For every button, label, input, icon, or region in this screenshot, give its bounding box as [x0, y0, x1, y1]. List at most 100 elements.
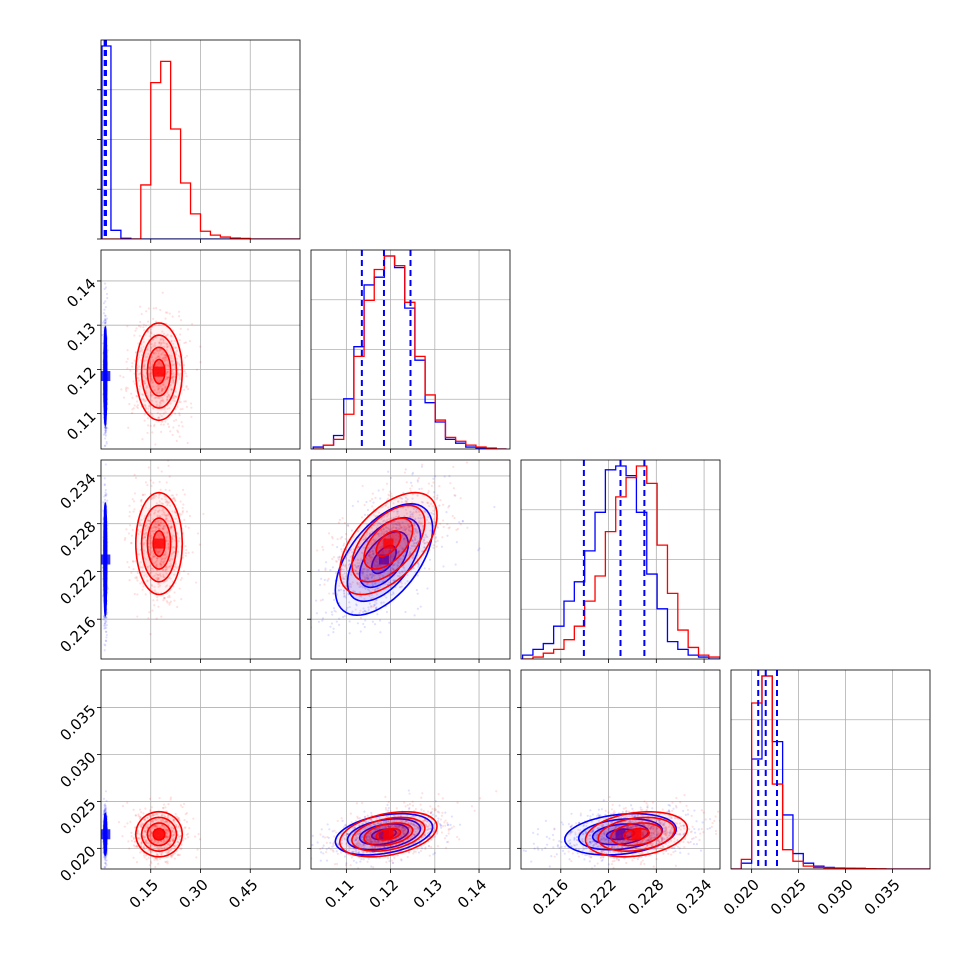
- scatter-point: [341, 577, 344, 581]
- scatter-point: [132, 808, 135, 811]
- scatter-point: [355, 604, 358, 607]
- density-core-0: [378, 554, 389, 565]
- scatter-point: [139, 523, 142, 527]
- scatter-point: [369, 532, 372, 535]
- panel-frame: [520, 459, 721, 660]
- scatter-point: [411, 512, 414, 515]
- scatter-point: [148, 405, 151, 408]
- tick-label-y: 0.216: [56, 613, 99, 656]
- scatter-point: [173, 395, 176, 398]
- scatter-point: [411, 473, 414, 476]
- scatter-point: [126, 822, 129, 825]
- scatter-point: [321, 545, 324, 549]
- scatter-point: [381, 552, 384, 555]
- density-core-0: [101, 554, 111, 565]
- scatter-point: [188, 514, 192, 518]
- scatter-point: [149, 513, 152, 516]
- scatter-point: [161, 396, 164, 400]
- scatter-point: [342, 595, 345, 598]
- scatter-point: [149, 587, 152, 590]
- scatter-point: [339, 537, 342, 540]
- scatter-point: [400, 558, 404, 561]
- scatter-point: [375, 557, 378, 561]
- scatter-point: [378, 552, 381, 555]
- scatter-point: [373, 542, 376, 545]
- scatter-point: [146, 424, 150, 427]
- scatter-point: [420, 465, 424, 468]
- scatter-point: [419, 530, 422, 533]
- scatter-point: [144, 573, 147, 576]
- scatter-point: [376, 514, 379, 517]
- scatter-point: [321, 619, 324, 622]
- scatter-point: [349, 548, 352, 551]
- scatter-point: [344, 564, 347, 567]
- scatter-point: [360, 569, 364, 572]
- scatter-point: [169, 526, 172, 529]
- scatter-point: [396, 510, 400, 513]
- scatter-point: [366, 546, 370, 549]
- scatter-point: [139, 524, 142, 527]
- scatter-point: [343, 577, 346, 581]
- scatter-point: [426, 535, 429, 539]
- scatter-point: [165, 377, 168, 381]
- scatter-point: [384, 582, 387, 586]
- scatter-point: [388, 528, 391, 532]
- scatter-point: [131, 560, 135, 563]
- scatter-point: [179, 804, 183, 807]
- scatter-point: [404, 582, 407, 585]
- scatter-point: [154, 528, 158, 531]
- scatter-point: [183, 370, 186, 373]
- scatter-point: [143, 525, 147, 528]
- scatter-point: [363, 609, 367, 613]
- scatter-point: [103, 308, 106, 311]
- scatter-point: [413, 614, 416, 617]
- scatter-point: [420, 487, 423, 490]
- scatter-point: [179, 368, 182, 371]
- scatter-point: [382, 552, 385, 555]
- scatter-point: [165, 517, 168, 520]
- scatter-point: [415, 511, 418, 514]
- scatter-point: [150, 526, 153, 529]
- scatter-point: [150, 551, 153, 554]
- scatter-point: [341, 615, 345, 619]
- scatter-point: [143, 515, 147, 518]
- scatter-point: [171, 368, 175, 371]
- scatter-point: [103, 858, 107, 861]
- scatter-point: [157, 523, 160, 526]
- scatter-point: [104, 809, 107, 812]
- scatter-point: [159, 356, 162, 360]
- scatter-point: [140, 393, 144, 396]
- scatter-point: [132, 844, 135, 847]
- scatter-point: [183, 518, 186, 522]
- scatter-point: [158, 323, 161, 326]
- scatter-point: [178, 333, 182, 336]
- scatter-point: [102, 302, 106, 305]
- scatter-point: [104, 427, 108, 430]
- scatter-point: [155, 563, 158, 566]
- scatter-point: [434, 536, 438, 539]
- scatter-point: [140, 346, 143, 349]
- scatter-point: [354, 569, 357, 572]
- scatter-point: [166, 364, 169, 367]
- scatter-point: [166, 422, 170, 426]
- scatter-point: [396, 551, 399, 554]
- scatter-point: [166, 584, 169, 587]
- scatter-point: [149, 592, 152, 595]
- scatter-point: [163, 358, 166, 361]
- scatter-point: [341, 563, 345, 566]
- scatter-point: [375, 560, 378, 564]
- scatter-point: [173, 599, 176, 602]
- scatter-point: [132, 380, 135, 383]
- scatter-point: [158, 500, 161, 503]
- scatter-point: [160, 389, 164, 392]
- scatter-point: [156, 596, 159, 599]
- scatter-point: [150, 571, 153, 574]
- scatter-point: [151, 381, 154, 385]
- scatter-point: [395, 522, 398, 526]
- scatter-point: [104, 616, 107, 619]
- scatter-point: [411, 555, 415, 558]
- scatter-point: [104, 876, 106, 878]
- scatter-point: [103, 317, 107, 320]
- scatter-point: [104, 626, 107, 630]
- scatter-point: [140, 581, 144, 584]
